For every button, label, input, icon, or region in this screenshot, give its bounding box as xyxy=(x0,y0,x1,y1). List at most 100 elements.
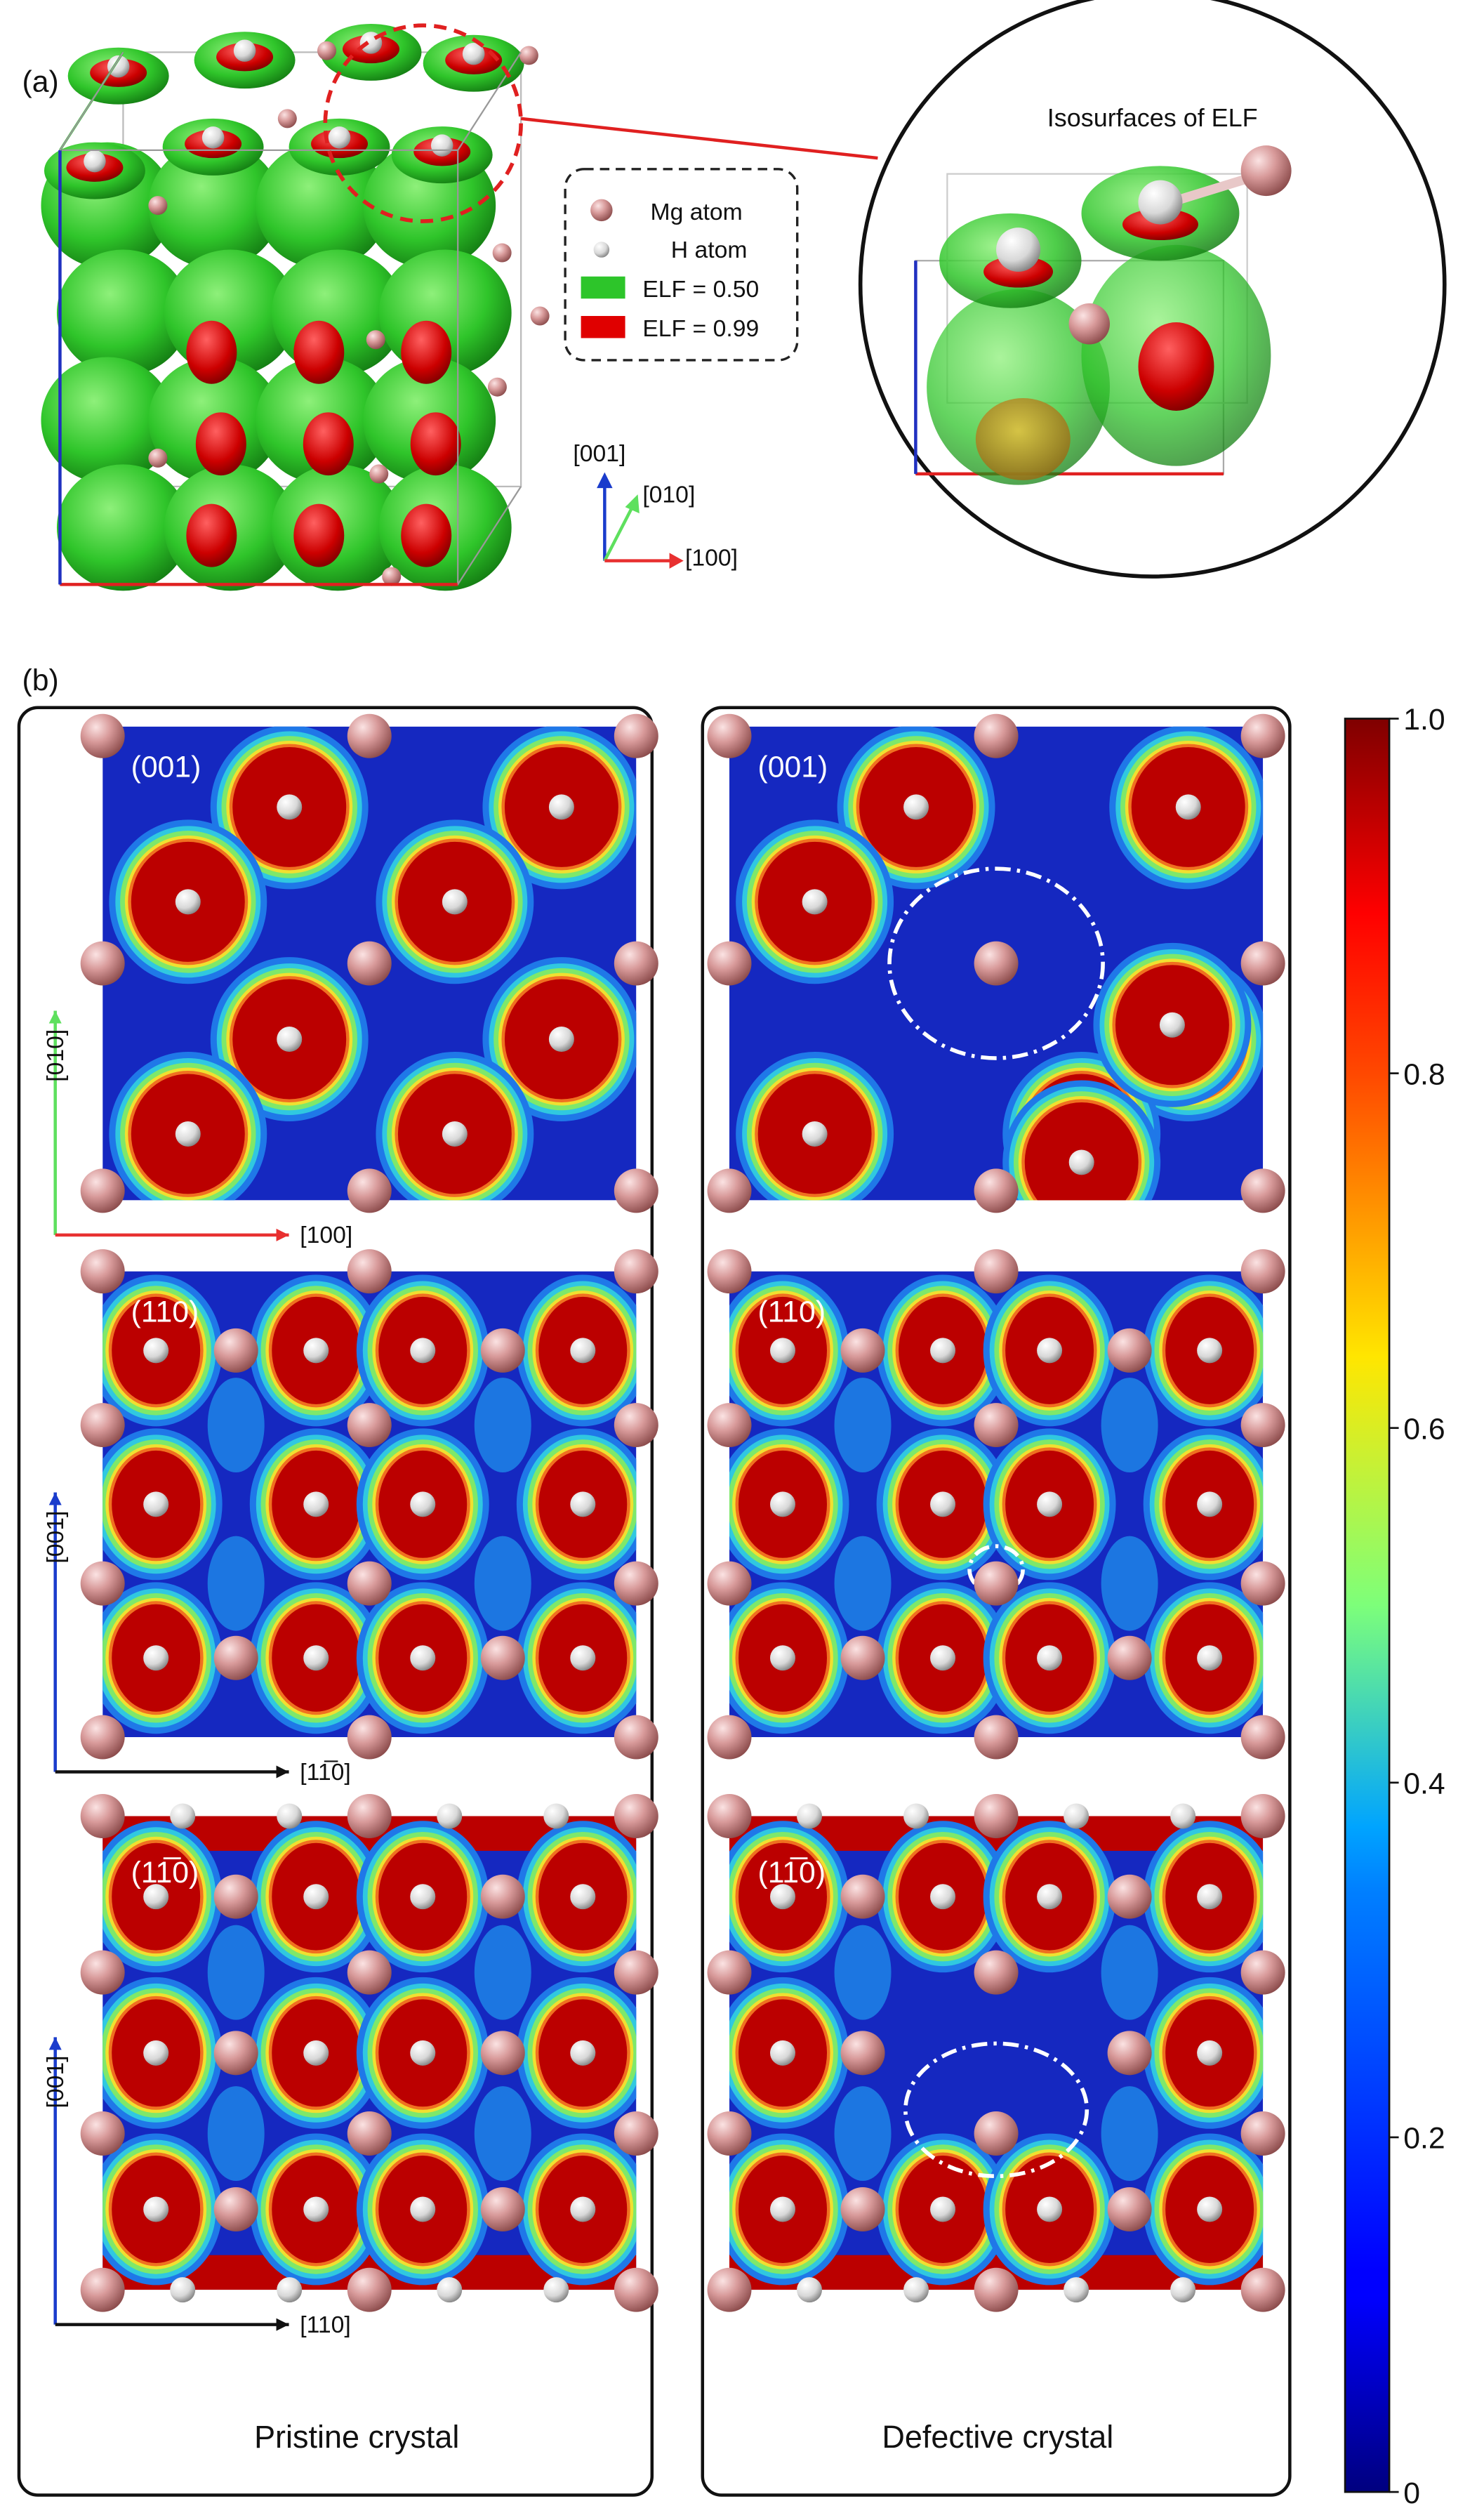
red-isosurface xyxy=(186,503,237,567)
red-isosurface xyxy=(186,320,237,384)
interstitial xyxy=(207,2086,265,2182)
axis-label: [010] xyxy=(642,481,695,508)
elf-map xyxy=(102,1816,637,2290)
inset-title: Isosurfaces of ELF xyxy=(1047,103,1258,132)
elf-map xyxy=(729,1271,1264,1738)
vacancy-marker xyxy=(887,866,1105,1060)
red-isosurface xyxy=(1138,322,1214,411)
h-atom xyxy=(770,2196,796,2222)
h-atom xyxy=(303,1491,329,1517)
h-atom xyxy=(143,1884,169,1910)
h-atom xyxy=(410,2040,436,2066)
mg-atom xyxy=(347,1403,392,1448)
mg-atom xyxy=(80,941,125,986)
mg-atom xyxy=(1240,1168,1285,1213)
h-atom xyxy=(1068,1149,1094,1175)
colorbar-tick-label: 0.6 xyxy=(1403,1412,1445,1446)
legend-label: Mg atom xyxy=(651,199,743,225)
h-atom xyxy=(1064,1803,1089,1829)
mg-atom xyxy=(80,1950,125,1995)
interstitial xyxy=(1101,1536,1158,1631)
h-atom xyxy=(930,1338,956,1364)
mg-atom xyxy=(974,1403,1019,1448)
mg-atom xyxy=(974,2111,1019,2156)
legend-green-swatch xyxy=(581,276,625,299)
h-atom xyxy=(1037,1338,1063,1364)
mg-atom xyxy=(707,2111,752,2156)
elf-map xyxy=(102,1271,637,1738)
isosurface-cube xyxy=(41,23,550,591)
h-atom xyxy=(570,1884,596,1910)
axis-arrowhead xyxy=(48,2037,62,2050)
interstitial xyxy=(474,1536,531,1631)
mg-atom xyxy=(707,1794,752,1838)
mg-atom xyxy=(614,1950,658,1995)
h-atom xyxy=(303,2040,329,2066)
mg-atom xyxy=(1240,713,1285,758)
mg-atom xyxy=(1240,2111,1285,2156)
axis-arrowhead xyxy=(276,2318,289,2331)
h-atom xyxy=(1175,794,1201,820)
plane-label: (11̅0) xyxy=(757,1856,826,1889)
mg-atom xyxy=(614,1168,658,1213)
h-atom xyxy=(143,1645,169,1671)
red-isosurface xyxy=(303,412,354,476)
plane-label: (110) xyxy=(757,1295,826,1329)
mg-atom xyxy=(80,1403,125,1448)
h-atom xyxy=(797,1803,823,1829)
red-isosurface xyxy=(195,412,246,476)
mg-atom xyxy=(707,1950,752,1995)
mg-atom xyxy=(1240,941,1285,986)
mg-atom xyxy=(614,941,658,986)
panel-label: (b) xyxy=(22,664,58,697)
mg-atom xyxy=(80,1561,125,1606)
h-atom xyxy=(303,1645,329,1671)
interstitial xyxy=(1101,2086,1158,2182)
mg-atom xyxy=(707,1715,752,1760)
mg-atom xyxy=(148,196,168,216)
interstitial xyxy=(1101,1378,1158,1473)
mg-atom xyxy=(614,713,658,758)
zoom-connector xyxy=(520,117,878,160)
legend-red-swatch xyxy=(581,316,625,338)
legend-label: ELF = 0.99 xyxy=(642,315,759,342)
mg-atom xyxy=(974,1249,1019,1294)
h-atom xyxy=(770,1645,796,1671)
atoms xyxy=(707,1249,1285,1760)
h-atom xyxy=(201,126,225,149)
interstitial xyxy=(207,1536,265,1631)
axis-label: [11̅0] xyxy=(300,1759,350,1786)
h-atom xyxy=(930,1491,956,1517)
legend-h-icon xyxy=(593,242,610,258)
plane-label: (001) xyxy=(131,751,201,784)
mg-atom xyxy=(1107,1874,1152,1919)
mg-atom xyxy=(974,1561,1019,1606)
mg-atom xyxy=(1240,145,1292,197)
mg-atom xyxy=(347,1950,392,1995)
h-atom xyxy=(930,1645,956,1671)
h-atom xyxy=(543,2277,569,2303)
mg-atom xyxy=(1240,2267,1285,2312)
mg-atom xyxy=(614,1715,658,1760)
axis-label: [100] xyxy=(685,544,738,571)
mg-atom xyxy=(347,1561,392,1606)
mg-atom xyxy=(614,1249,658,1294)
mg-atom xyxy=(347,2267,392,2312)
mg-atom xyxy=(1240,1403,1285,1448)
elf-map xyxy=(102,726,637,1201)
mg-atom xyxy=(530,306,550,326)
h-atom xyxy=(543,1803,569,1829)
green-isosurface xyxy=(56,464,190,591)
axis-label: [010] xyxy=(42,1029,69,1082)
mg-atom xyxy=(80,713,125,758)
h-atom xyxy=(1197,1884,1223,1910)
h-atom xyxy=(328,126,351,149)
green-isosurface xyxy=(41,357,174,484)
mg-atom xyxy=(213,2031,258,2076)
h-atom xyxy=(143,2040,169,2066)
mg-atom xyxy=(213,1328,258,1373)
h-atom xyxy=(570,2196,596,2222)
elf-map xyxy=(729,1816,1264,2290)
h-atom xyxy=(410,1884,436,1910)
h-atom xyxy=(143,1491,169,1517)
